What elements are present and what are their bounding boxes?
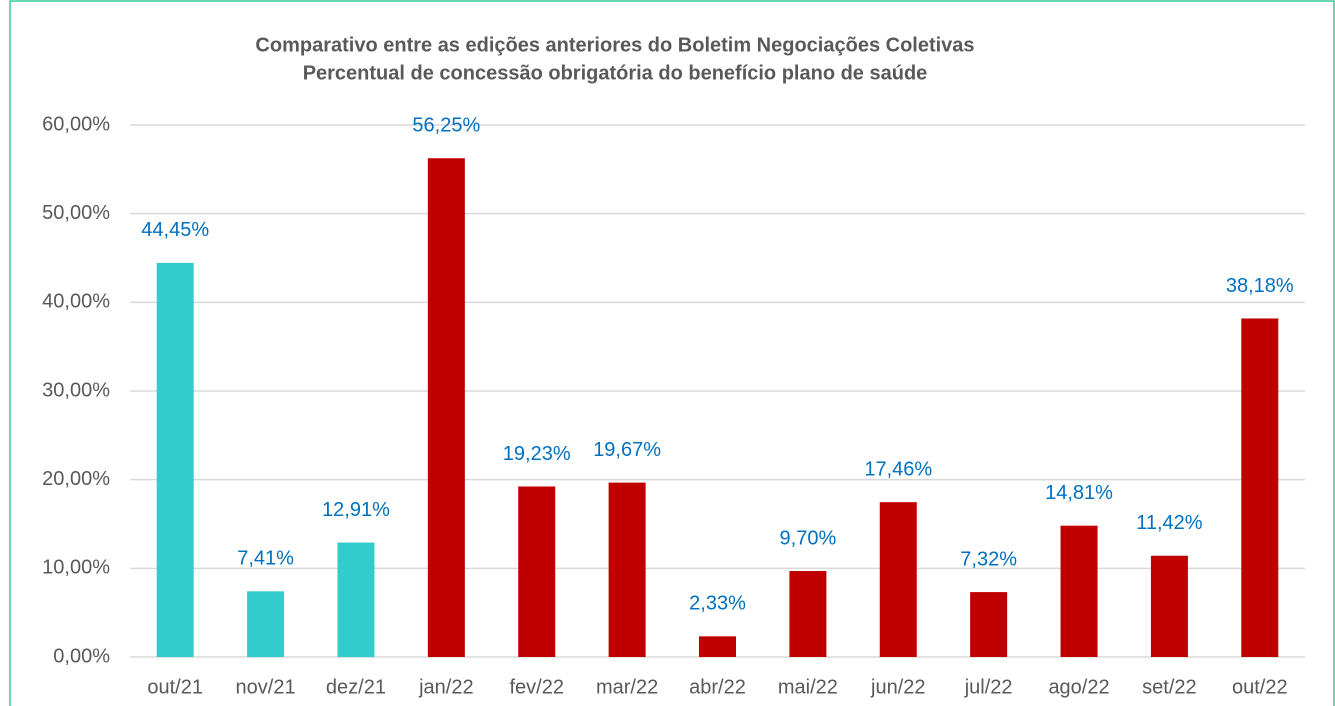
bar [1150,555,1188,657]
bar [1060,525,1098,657]
x-tick-label: fev/22 [509,676,563,698]
x-tick-label: out/21 [147,676,203,698]
y-tick-label: 30,00% [42,379,110,401]
x-tick-label: jun/22 [870,676,926,698]
x-tick-label: abr/22 [689,676,746,698]
data-label: 11,42% [1136,512,1203,534]
bar [970,592,1008,657]
data-label: 19,23% [503,443,571,465]
data-label: 12,91% [322,499,390,521]
bar [1241,318,1279,657]
data-label: 38,18% [1226,275,1294,297]
x-tick-label: jul/22 [964,676,1013,698]
bar [879,502,917,657]
bar [427,158,465,657]
data-label: 7,32% [960,548,1017,570]
x-tick-label: set/22 [1142,676,1196,698]
y-tick-label: 40,00% [42,291,110,313]
data-label: 44,45% [141,219,209,241]
bar [518,486,556,657]
y-tick-label: 10,00% [42,557,110,579]
data-label: 7,41% [237,548,294,570]
bar [608,482,646,657]
y-tick-label: 0,00% [53,645,110,667]
bar [789,570,827,657]
data-label: 14,81% [1045,482,1113,504]
x-tick-label: jan/22 [418,676,474,698]
y-tick-label: 60,00% [42,113,110,135]
x-tick-label: dez/21 [326,676,386,698]
bar [156,262,194,657]
y-tick-label: 50,00% [42,202,110,224]
data-label: 2,33% [689,593,746,615]
data-label: 19,67% [593,439,661,461]
x-tick-label: ago/22 [1048,676,1109,698]
chart-border [9,0,1335,706]
data-label: 56,25% [412,115,480,137]
x-tick-label: mar/22 [596,676,658,698]
bar [247,591,285,657]
bar [699,636,736,657]
chart-subtitle: Percentual de concessão obrigatória do b… [303,62,928,84]
data-label: 17,46% [864,458,932,480]
bar [337,542,375,657]
chart-title: Comparativo entre as edições anteriores … [255,34,974,56]
data-label: 9,70% [780,527,837,549]
x-tick-label: out/22 [1232,676,1288,698]
y-tick-label: 20,00% [42,468,110,490]
x-tick-label: mai/22 [778,676,838,698]
x-tick-label: nov/21 [236,676,296,698]
